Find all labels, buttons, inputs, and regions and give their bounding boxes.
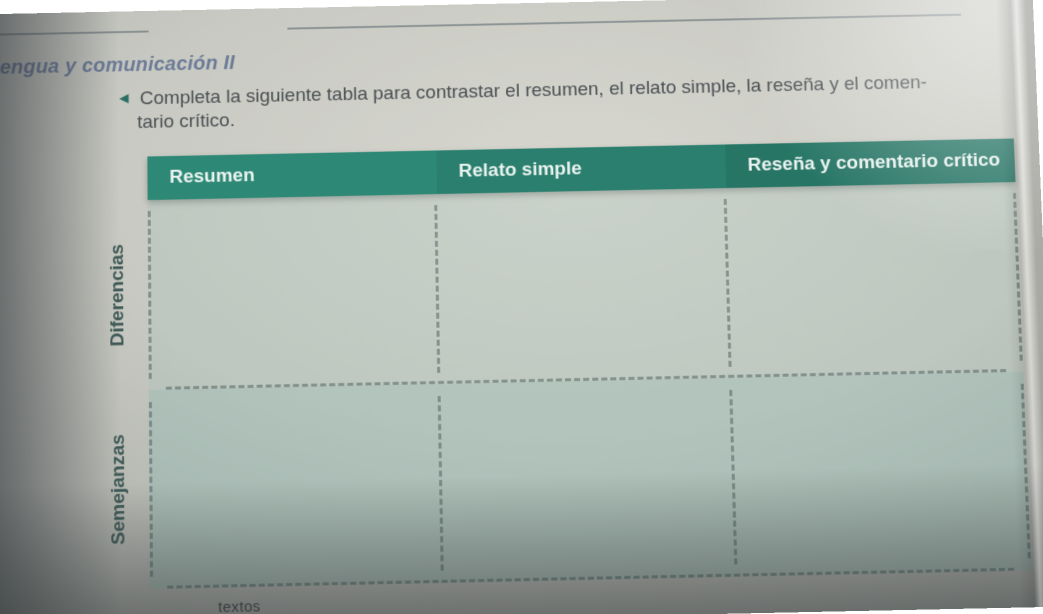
col-header-resumen: Resumen [147,150,437,200]
photo-glare [716,0,1043,256]
col-header-relato: Relato simple [436,144,726,194]
cell-diferencias-relato[interactable] [437,188,732,384]
bullet-icon: ◂ [119,87,129,111]
textbook-page: engua y comunicación II ◂ Completa la si… [0,0,1043,614]
photo-shadow [0,464,1043,614]
instruction-line2: tario crítico. [137,110,235,133]
cell-diferencias-resumen[interactable] [148,194,441,390]
